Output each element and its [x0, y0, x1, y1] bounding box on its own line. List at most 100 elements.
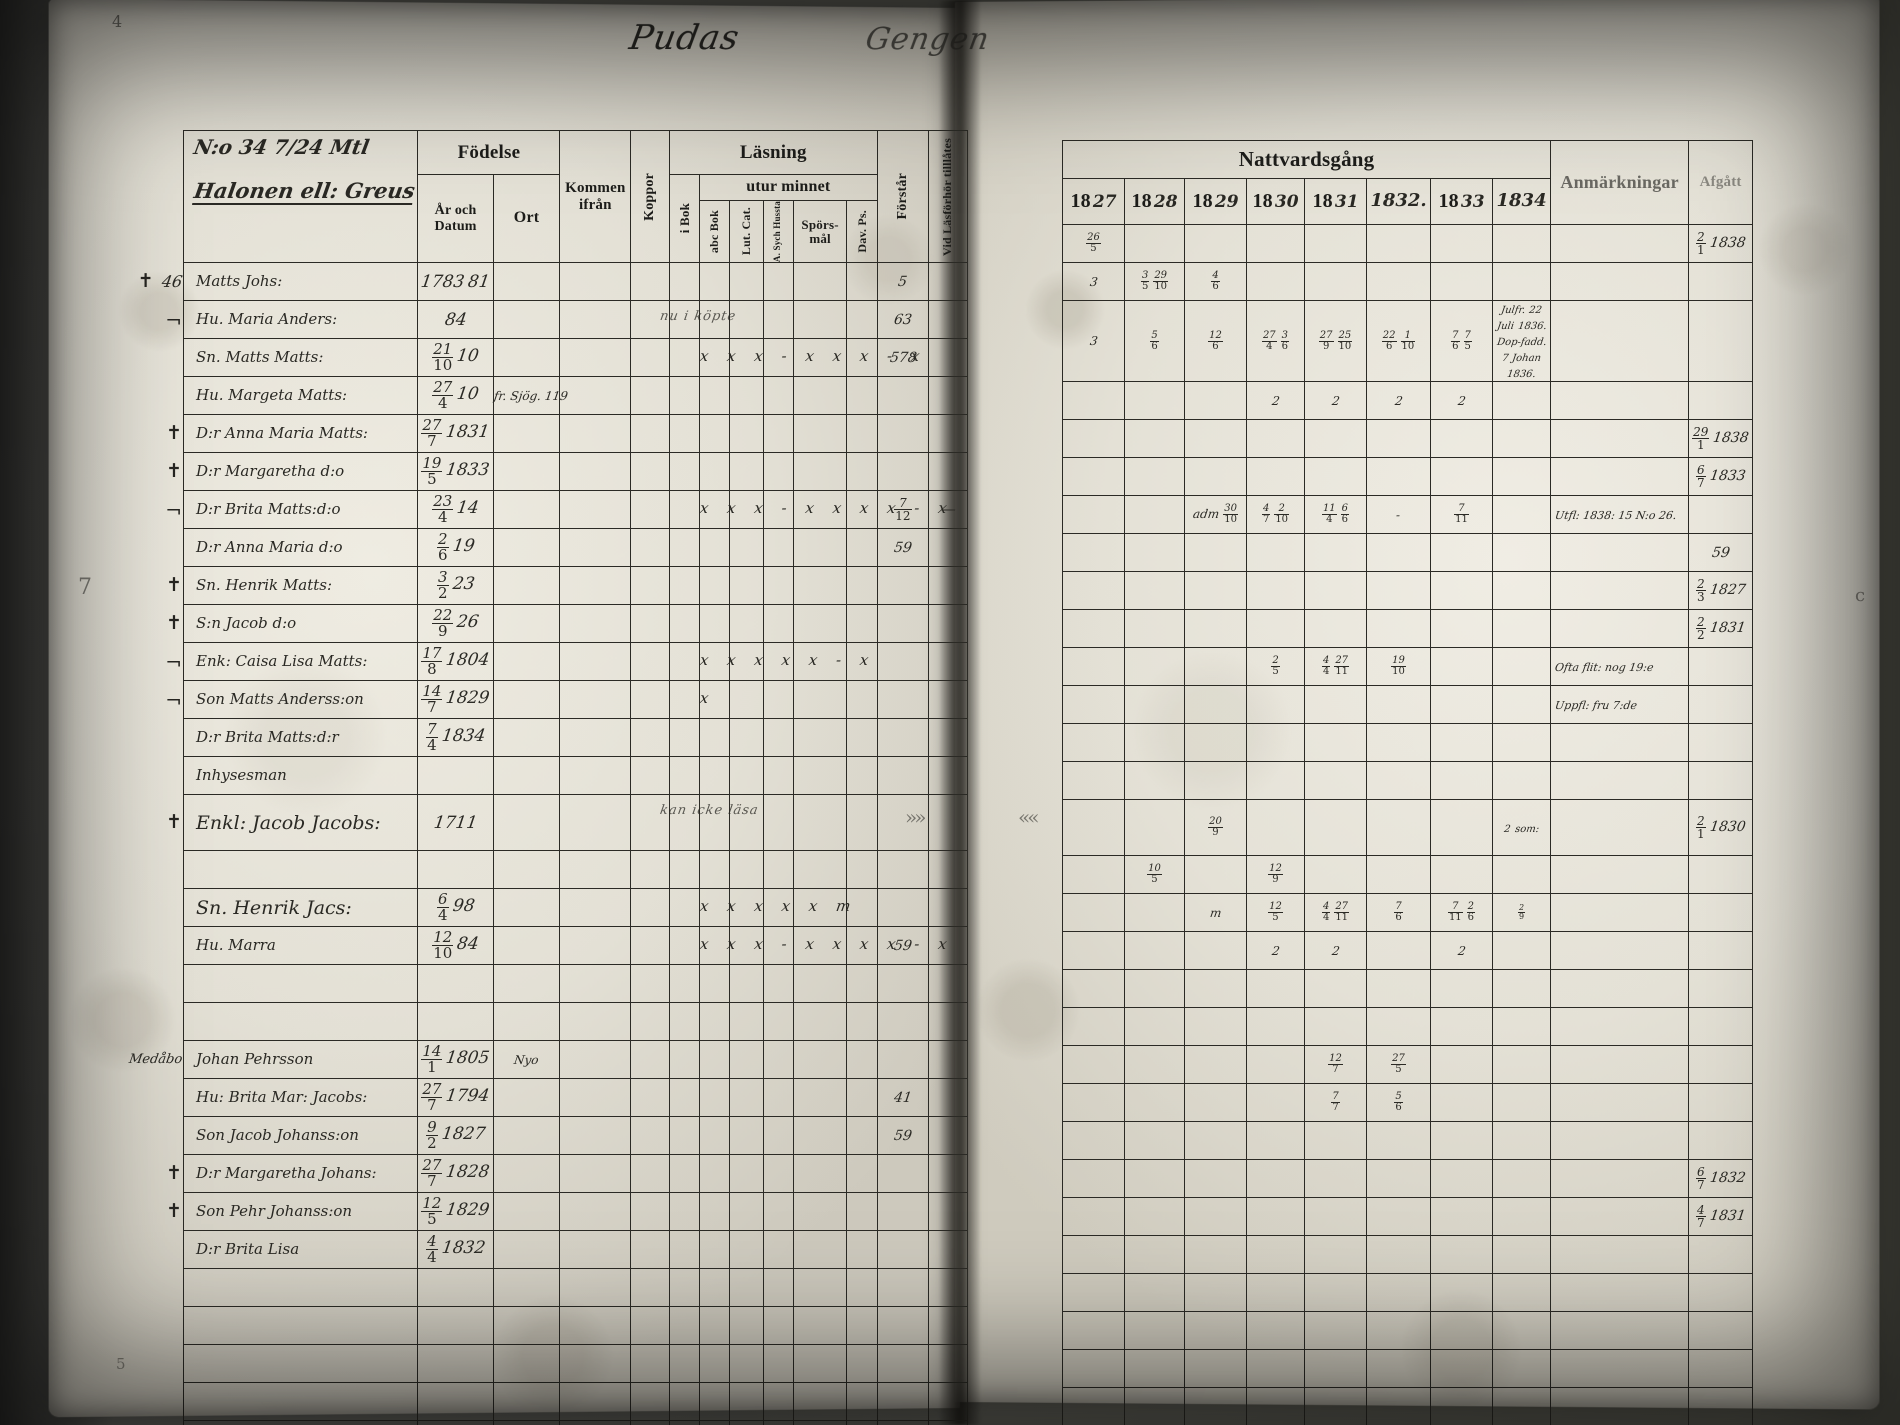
cell-communion-4[interactable] [1304, 969, 1367, 1008]
cell-forstar[interactable]: 7 12 [876, 490, 930, 530]
cell-communion-7[interactable] [1491, 685, 1552, 724]
cell-communion-2[interactable] [1184, 647, 1247, 686]
cell-name[interactable]: Sn. Henrik Matts: [182, 566, 419, 606]
cell-lasning[interactable] [669, 680, 701, 720]
cell-communion-4[interactable] [1304, 1197, 1367, 1236]
cell-communion-0[interactable] [1062, 969, 1125, 1008]
cell-kommen-ifran[interactable] [559, 850, 632, 890]
cell-birth-place[interactable] [492, 1268, 561, 1308]
cell-communion-3[interactable] [1246, 1273, 1305, 1312]
cell-lasning[interactable] [669, 452, 701, 492]
cell-lasning[interactable] [762, 1116, 794, 1156]
cell-lasning[interactable] [792, 1230, 848, 1270]
cell-communion-2[interactable] [1184, 224, 1247, 263]
cell-communion-5[interactable] [1366, 1235, 1431, 1274]
cell-lasning[interactable] [669, 926, 701, 966]
cell-communion-4[interactable]: 12 7 [1304, 1045, 1367, 1084]
cell-vid-lasforhor[interactable] [928, 1344, 968, 1384]
cell-birth-place[interactable]: Nyo [492, 1040, 561, 1080]
cell-communion-2[interactable]: 12 6 [1184, 300, 1247, 382]
cell-lasning[interactable] [669, 376, 701, 416]
cell-forstar[interactable]: 59 [876, 528, 930, 568]
cell-lasning[interactable] [729, 376, 764, 416]
cell-lasning[interactable] [846, 566, 878, 606]
table-row[interactable]: Inhysesman [182, 756, 968, 796]
cell-lasning[interactable] [792, 1344, 848, 1384]
cell-anmarkningar[interactable] [1550, 1197, 1690, 1236]
cell-anmarkningar[interactable] [1550, 1311, 1690, 1350]
cell-forstar[interactable] [876, 566, 930, 606]
cell-lasning[interactable] [729, 528, 764, 568]
cell-lasning[interactable] [762, 1268, 794, 1308]
cell-communion-1[interactable] [1124, 723, 1185, 762]
cell-lasning[interactable] [792, 604, 848, 644]
cell-communion-2[interactable] [1184, 381, 1247, 420]
table-row[interactable]: Son Jacob Johanss:on 9 2 1827 59 [182, 1116, 968, 1156]
cell-communion-3[interactable] [1246, 723, 1305, 762]
cell-birth-date[interactable] [417, 850, 494, 890]
cell-communion-4[interactable] [1304, 723, 1367, 762]
cell-birth-date[interactable]: 17 8 1804 [417, 642, 494, 682]
cell-afgatt[interactable]: 29 1 1838 [1688, 419, 1754, 458]
cell-communion-6[interactable] [1430, 457, 1493, 496]
cell-communion-4[interactable] [1304, 685, 1367, 724]
cell-communion-4[interactable] [1304, 761, 1367, 800]
cell-communion-1[interactable] [1124, 1045, 1185, 1084]
cell-lasning[interactable] [669, 794, 701, 852]
cell-koppor[interactable] [630, 642, 671, 682]
cell-koppor[interactable] [630, 528, 671, 568]
cell-anmarkningar[interactable] [1550, 1235, 1690, 1274]
table-row[interactable]: D:r Brita Lisa 4 4 1832 [182, 1230, 968, 1270]
cell-communion-3[interactable] [1246, 1197, 1305, 1236]
cell-name[interactable]: D:r Brita Matts:d:r [182, 718, 419, 758]
cell-anmarkningar[interactable] [1550, 969, 1690, 1008]
cell-birth-place[interactable] [492, 452, 561, 492]
cell-communion-0[interactable] [1062, 533, 1125, 572]
cell-lasning[interactable] [762, 414, 794, 454]
cell-koppor[interactable] [630, 1192, 671, 1232]
cell-communion-0[interactable] [1062, 1159, 1125, 1198]
cell-anmarkningar[interactable] [1550, 799, 1690, 856]
table-row[interactable]: D:r Anna Maria Matts: 27 7 1831 [182, 414, 968, 454]
cell-lasning[interactable] [669, 490, 701, 530]
cell-communion-5[interactable] [1366, 799, 1431, 856]
cell-vid-lasforhor[interactable] [928, 1116, 968, 1156]
cell-birth-place[interactable] [492, 262, 561, 302]
cell-lasning[interactable] [699, 490, 731, 530]
cell-name[interactable] [182, 850, 419, 890]
cell-lasning[interactable] [762, 338, 794, 378]
cell-lasning[interactable] [669, 756, 701, 796]
cell-lasning[interactable] [669, 1002, 701, 1042]
cell-lasning[interactable] [699, 262, 731, 302]
cell-forstar[interactable] [876, 718, 930, 758]
cell-lasning[interactable] [792, 1040, 848, 1080]
cell-communion-3[interactable] [1246, 1045, 1305, 1084]
cell-lasning[interactable] [699, 850, 731, 890]
cell-anmarkningar[interactable] [1550, 571, 1690, 610]
cell-birth-date[interactable]: 19 5 1833 [417, 452, 494, 492]
cell-communion-7[interactable] [1491, 931, 1552, 970]
cell-forstar[interactable] [876, 1268, 930, 1308]
cell-kommen-ifran[interactable] [559, 300, 632, 340]
cell-lasning[interactable] [792, 680, 848, 720]
cell-vid-lasforhor[interactable] [928, 1192, 968, 1232]
table-row[interactable] [182, 1344, 968, 1384]
cell-koppor[interactable] [630, 338, 671, 378]
cell-lasning[interactable] [699, 680, 731, 720]
cell-name[interactable]: Inhysesman [182, 756, 419, 796]
cell-vid-lasforhor[interactable] [928, 300, 968, 340]
cell-lasning[interactable] [762, 850, 794, 890]
table-row[interactable]: D:r Brita Matts:d:r 7 4 1834 [182, 718, 968, 758]
table-row[interactable]: Hu: Brita Mar: Jacobs: 27 7 1794 41 [182, 1078, 968, 1118]
cell-communion-7[interactable] [1491, 1159, 1552, 1198]
cell-kommen-ifran[interactable] [559, 756, 632, 796]
cell-kommen-ifran[interactable] [559, 1040, 632, 1080]
cell-communion-7[interactable] [1491, 1273, 1552, 1312]
cell-vid-lasforhor[interactable] [928, 1382, 968, 1422]
cell-lasning[interactable] [792, 1154, 848, 1194]
cell-lasning[interactable] [846, 1344, 878, 1384]
cell-communion-2[interactable] [1184, 571, 1247, 610]
